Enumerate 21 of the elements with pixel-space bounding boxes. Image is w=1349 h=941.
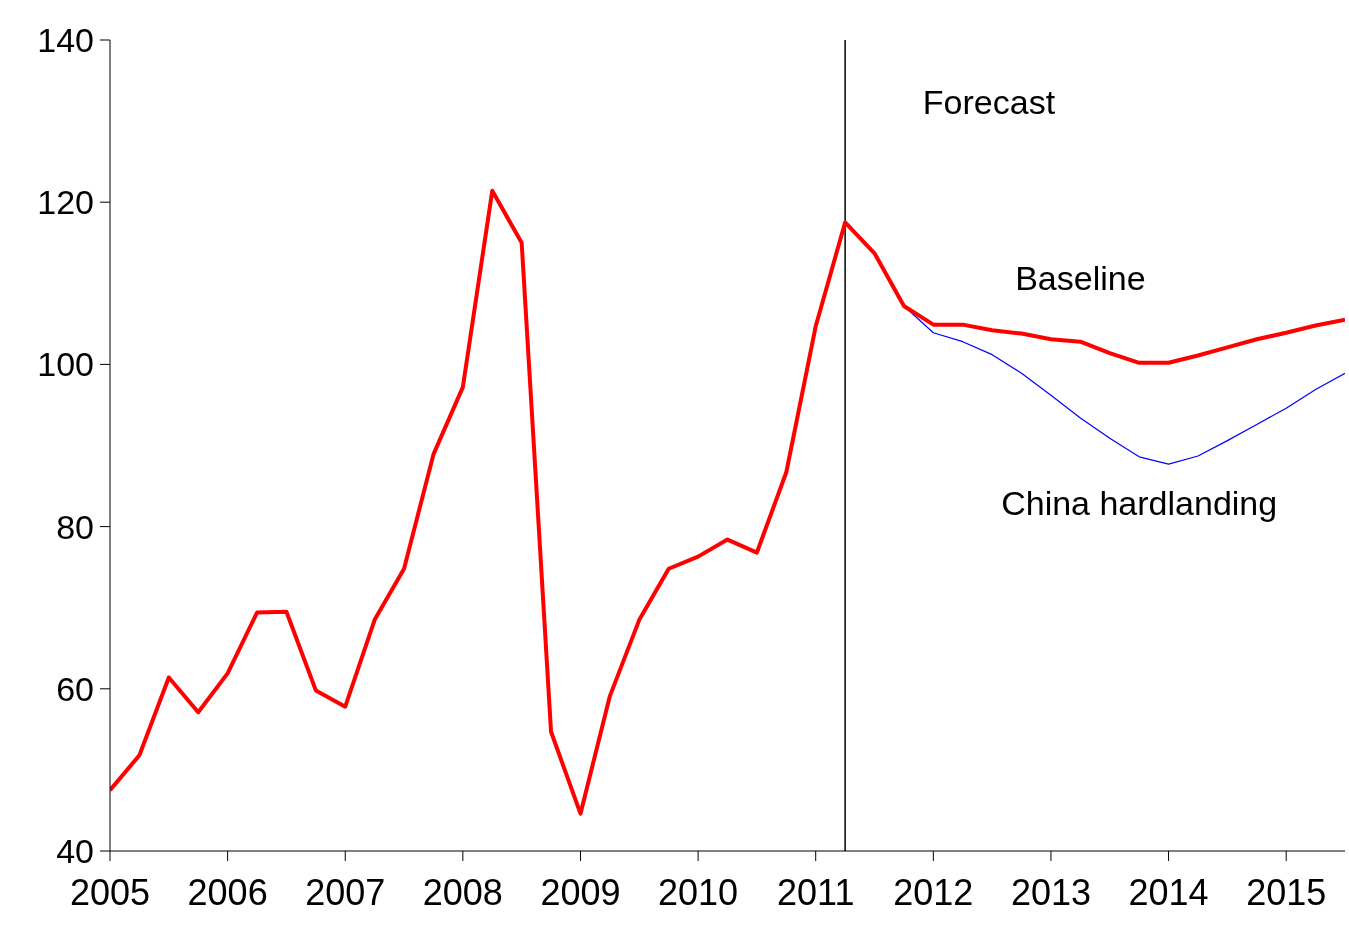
x-tick-label: 2007 bbox=[305, 871, 386, 913]
x-tick-label: 2014 bbox=[1128, 871, 1209, 913]
x-tick-label: 2011 bbox=[777, 871, 855, 913]
x-tick-label: 2010 bbox=[658, 871, 739, 913]
series-label: China hardlanding bbox=[1001, 483, 1278, 522]
x-tick-label: 2015 bbox=[1246, 871, 1327, 913]
x-tick-label: 2012 bbox=[893, 871, 974, 913]
x-tick-label: 2008 bbox=[422, 871, 503, 913]
x-tick-label: 2009 bbox=[540, 871, 621, 913]
x-tick-label: 2006 bbox=[187, 871, 268, 913]
y-tick-label: 80 bbox=[56, 507, 94, 546]
y-tick-label: 60 bbox=[56, 669, 94, 708]
ref-line-label: Forecast bbox=[922, 83, 1056, 122]
y-tick-label: 120 bbox=[37, 183, 94, 222]
x-tick-label: 2005 bbox=[69, 871, 151, 913]
y-tick-label: 100 bbox=[37, 345, 94, 384]
y-tick-label: 40 bbox=[56, 832, 94, 871]
x-tick-label: 2013 bbox=[1010, 871, 1091, 913]
series-label: Baseline bbox=[1015, 258, 1146, 297]
line-series bbox=[110, 188, 1345, 816]
y-tick-label: 140 bbox=[37, 21, 94, 60]
